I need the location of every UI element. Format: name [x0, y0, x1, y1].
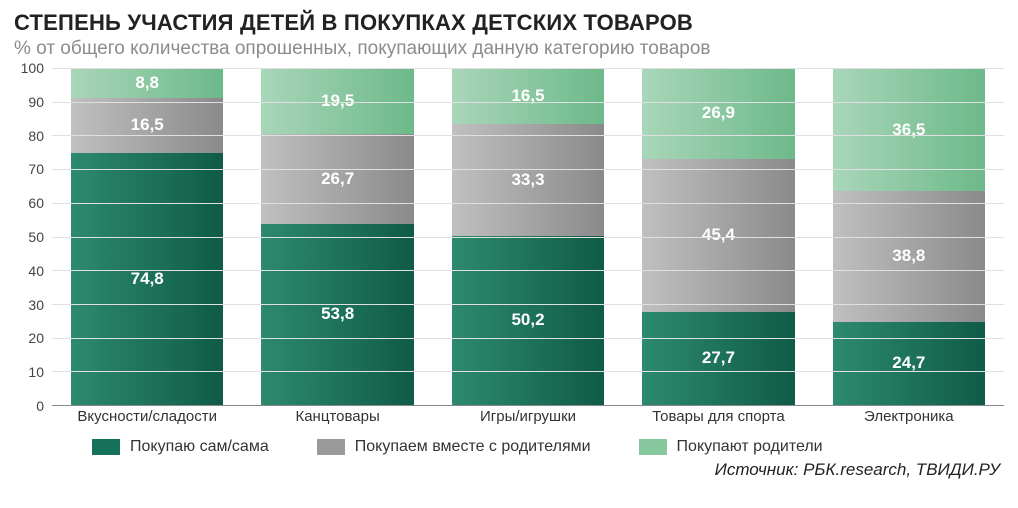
gridline [52, 203, 1004, 204]
chart-title: СТЕПЕНЬ УЧАСТИЯ ДЕТЕЙ В ПОКУПКАХ ДЕТСКИХ… [14, 10, 1004, 36]
legend-swatch [639, 439, 667, 455]
chart-area: 0102030405060708090100 74,816,58,853,826… [14, 68, 1004, 428]
bar-segment-parents: 36,5 [833, 68, 985, 191]
y-tick-label: 10 [14, 364, 44, 380]
bar-value-label: 33,3 [511, 170, 544, 190]
x-axis-label: Вкусности/сладости [52, 406, 242, 428]
y-tick-label: 0 [14, 398, 44, 414]
y-axis: 0102030405060708090100 [14, 68, 48, 406]
x-axis-label: Канцтовары [242, 406, 432, 428]
x-axis-labels: Вкусности/сладостиКанцтоварыИгры/игрушки… [52, 406, 1004, 428]
y-tick-label: 70 [14, 161, 44, 177]
bar-segment-parents: 26,9 [642, 68, 794, 159]
legend: Покупаю сам/сама Покупаем вместе с родите… [14, 428, 1004, 458]
gridline [52, 270, 1004, 271]
legend-swatch [317, 439, 345, 455]
y-tick-label: 30 [14, 297, 44, 313]
y-tick-label: 40 [14, 263, 44, 279]
gridline [52, 371, 1004, 372]
chart-subtitle: % от общего количества опрошенных, покуп… [14, 38, 1004, 60]
y-tick-label: 60 [14, 195, 44, 211]
bar-segment-self: 74,8 [71, 153, 223, 405]
y-tick-label: 20 [14, 330, 44, 346]
y-tick-label: 90 [14, 94, 44, 110]
bar-value-label: 53,8 [321, 304, 354, 324]
bar-value-label: 27,7 [702, 348, 735, 368]
bar-value-label: 45,4 [702, 225, 735, 245]
gridline [52, 304, 1004, 305]
bar-segment-together: 45,4 [642, 159, 794, 312]
legend-item-together: Покупаем вместе с родителями [317, 438, 591, 456]
x-axis-label: Игры/игрушки [433, 406, 623, 428]
x-axis-label: Электроника [814, 406, 1004, 428]
plot-area: 74,816,58,853,826,719,550,233,316,527,74… [52, 68, 1004, 406]
y-tick-label: 100 [14, 60, 44, 76]
y-tick-label: 50 [14, 229, 44, 245]
source-text: Источник: РБК.research, ТВИДИ.РУ [14, 460, 1004, 480]
bar-segment-together: 26,7 [261, 134, 413, 224]
legend-label: Покупаем вместе с родителями [355, 438, 591, 456]
gridline [52, 135, 1004, 136]
legend-item-self: Покупаю сам/сама [92, 438, 269, 456]
bar-segment-together: 38,8 [833, 191, 985, 322]
gridline [52, 169, 1004, 170]
gridline [52, 338, 1004, 339]
bar-segment-self: 24,7 [833, 322, 985, 405]
gridline [52, 68, 1004, 69]
legend-swatch [92, 439, 120, 455]
bar-segment-self: 27,7 [642, 312, 794, 405]
bar-value-label: 36,5 [892, 120, 925, 140]
gridline [52, 102, 1004, 103]
bar-value-label: 26,9 [702, 103, 735, 123]
bar-segment-self: 53,8 [261, 224, 413, 405]
bar-segment-together: 16,5 [71, 98, 223, 154]
bar-value-label: 38,8 [892, 246, 925, 266]
bar-value-label: 74,8 [131, 269, 164, 289]
bar-segment-parents: 16,5 [452, 68, 604, 124]
x-axis-label: Товары для спорта [623, 406, 813, 428]
legend-label: Покупаю сам/сама [130, 438, 269, 456]
bar-value-label: 26,7 [321, 169, 354, 189]
bar-value-label: 16,5 [131, 115, 164, 135]
gridline [52, 237, 1004, 238]
legend-item-parents: Покупают родители [639, 438, 823, 456]
bar-value-label: 8,8 [135, 73, 159, 93]
bar-segment-self: 50,2 [452, 236, 604, 405]
bar-segment-together: 33,3 [452, 124, 604, 236]
bar-value-label: 16,5 [511, 86, 544, 106]
bar-segment-parents: 8,8 [71, 68, 223, 98]
bar-value-label: 50,2 [511, 310, 544, 330]
legend-label: Покупают родители [677, 438, 823, 456]
y-tick-label: 80 [14, 128, 44, 144]
